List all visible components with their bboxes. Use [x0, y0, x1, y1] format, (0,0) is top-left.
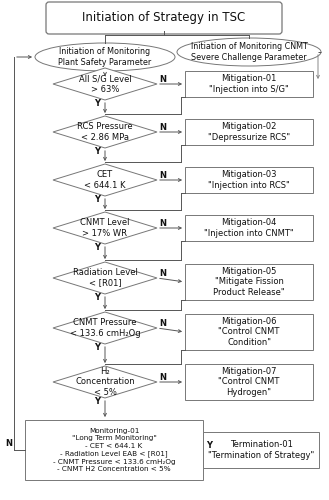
- Text: Mitigation-04
"Injection into CNMT": Mitigation-04 "Injection into CNMT": [204, 218, 294, 238]
- FancyBboxPatch shape: [46, 2, 282, 34]
- Text: N: N: [160, 268, 166, 278]
- Polygon shape: [53, 312, 157, 344]
- FancyBboxPatch shape: [185, 215, 313, 241]
- Text: Mitigation-05
"Mitigate Fission
Product Release": Mitigation-05 "Mitigate Fission Product …: [213, 267, 285, 297]
- Text: RCS Pressure
< 2.86 MPa: RCS Pressure < 2.86 MPa: [77, 122, 133, 142]
- Text: Mitigation-07
"Control CNMT
Hydrogen": Mitigation-07 "Control CNMT Hydrogen": [218, 367, 280, 397]
- Text: Y: Y: [94, 148, 100, 156]
- Text: All S/G Level
> 63%: All S/G Level > 63%: [79, 74, 131, 94]
- Text: Initiation of Monitoring CNMT
Severe Challenge Parameter: Initiation of Monitoring CNMT Severe Cha…: [190, 42, 307, 62]
- Text: Initiation of Monitoring
Plant Safety Parameter: Initiation of Monitoring Plant Safety Pa…: [58, 48, 152, 66]
- Text: Y: Y: [94, 100, 100, 108]
- Text: N: N: [160, 122, 166, 132]
- Text: CNMT Pressure
< 133.6 cmH₂Og: CNMT Pressure < 133.6 cmH₂Og: [70, 318, 140, 338]
- Polygon shape: [53, 116, 157, 148]
- FancyBboxPatch shape: [185, 264, 313, 300]
- Text: N: N: [160, 372, 166, 382]
- Text: Y: Y: [206, 440, 212, 450]
- Ellipse shape: [177, 38, 321, 66]
- Ellipse shape: [35, 43, 175, 71]
- Text: Mitigation-03
"Injection into RCS": Mitigation-03 "Injection into RCS": [208, 170, 290, 190]
- Polygon shape: [53, 262, 157, 294]
- Text: Y: Y: [94, 294, 100, 302]
- Text: CET
< 644.1 K: CET < 644.1 K: [84, 170, 126, 190]
- Text: Initiation of Strategy in TSC: Initiation of Strategy in TSC: [82, 12, 246, 24]
- Text: H₂
Concentration
< 5%: H₂ Concentration < 5%: [75, 368, 135, 396]
- Text: Mitigation-01
"Injection into S/G": Mitigation-01 "Injection into S/G": [209, 74, 289, 94]
- Text: N: N: [160, 318, 166, 328]
- Text: Y: Y: [94, 196, 100, 204]
- Text: Mitigation-06
"Control CNMT
Condition": Mitigation-06 "Control CNMT Condition": [218, 317, 280, 347]
- Text: N: N: [6, 440, 13, 448]
- Text: Y: Y: [94, 398, 100, 406]
- Polygon shape: [53, 212, 157, 244]
- Polygon shape: [53, 164, 157, 196]
- FancyBboxPatch shape: [25, 420, 203, 480]
- FancyBboxPatch shape: [185, 364, 313, 400]
- Text: N: N: [160, 170, 166, 179]
- FancyBboxPatch shape: [185, 119, 313, 145]
- Text: N: N: [160, 74, 166, 84]
- Text: CNMT Level
> 17% WR: CNMT Level > 17% WR: [80, 218, 130, 238]
- Text: Y: Y: [94, 244, 100, 252]
- Text: Radiation Level
< [R01]: Radiation Level < [R01]: [73, 268, 138, 287]
- Text: Y: Y: [94, 344, 100, 352]
- FancyBboxPatch shape: [185, 167, 313, 193]
- Text: Mitigation-02
"Depressurize RCS": Mitigation-02 "Depressurize RCS": [208, 122, 290, 142]
- FancyBboxPatch shape: [185, 71, 313, 97]
- Polygon shape: [53, 366, 157, 398]
- FancyBboxPatch shape: [203, 432, 319, 468]
- Polygon shape: [53, 68, 157, 100]
- Text: Termination-01
"Termination of Strategy": Termination-01 "Termination of Strategy": [208, 440, 314, 460]
- FancyBboxPatch shape: [185, 314, 313, 350]
- Text: N: N: [160, 218, 166, 228]
- Text: Monitoring-01
"Long Term Monitoring"
- CET < 644.1 K
- Radiation Level EAB < [R0: Monitoring-01 "Long Term Monitoring" - C…: [53, 428, 175, 472]
